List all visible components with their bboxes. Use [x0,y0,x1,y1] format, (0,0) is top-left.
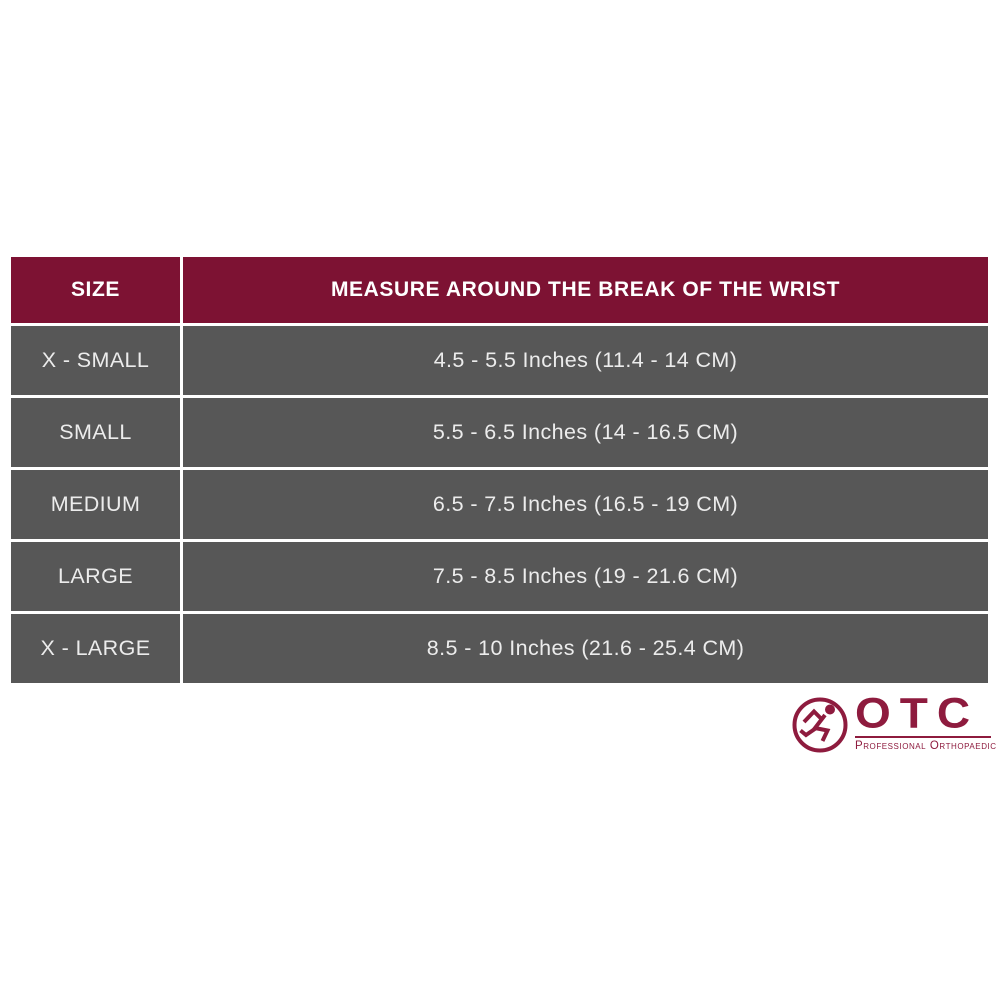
size-cell-medium: MEDIUM [11,470,180,539]
size-cell-large: LARGE [11,542,180,611]
measure-cell-small: 5.5 - 6.5 Inches (14 - 16.5 CM) [183,398,988,467]
logo-tagline-text: Professional Orthopaedic [855,739,997,752]
logo-divider-line [855,735,991,738]
size-cell-xlarge: X - LARGE [11,614,180,683]
table-header-measure: MEASURE AROUND THE BREAK OF THE WRIST [183,257,988,323]
otc-brand-text: OTC [855,688,980,737]
runner-icon [790,694,850,756]
measure-cell-medium: 6.5 - 7.5 Inches (16.5 - 19 CM) [183,470,988,539]
sizing-table: SIZE MEASURE AROUND THE BREAK OF THE WRI… [11,257,988,683]
otc-logo: OTC Professional Orthopaedic [790,688,997,756]
measure-cell-large: 7.5 - 8.5 Inches (19 - 21.6 CM) [183,542,988,611]
size-cell-xsmall: X - SMALL [11,326,180,395]
measure-cell-xsmall: 4.5 - 5.5 Inches (11.4 - 14 CM) [183,326,988,395]
measure-cell-xlarge: 8.5 - 10 Inches (21.6 - 25.4 CM) [183,614,988,683]
table-header-size: SIZE [11,257,180,323]
size-cell-small: SMALL [11,398,180,467]
